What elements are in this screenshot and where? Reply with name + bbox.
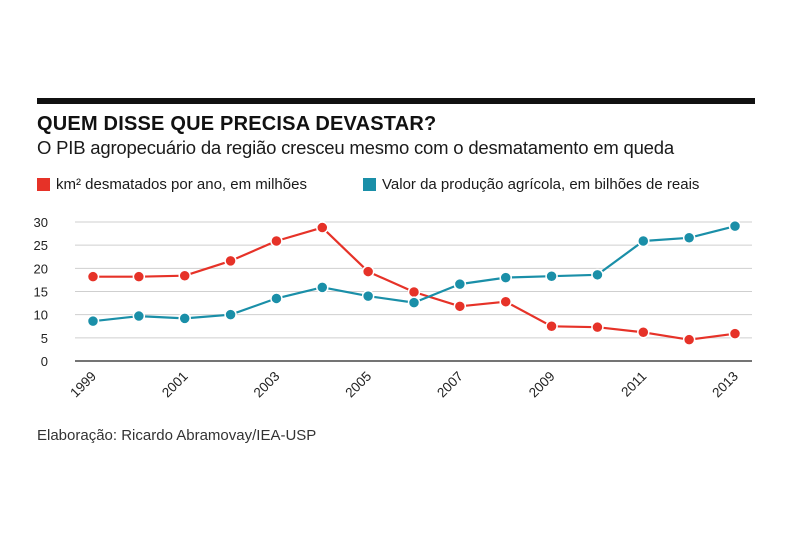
x-tick-label-2011: 2011 bbox=[618, 369, 649, 400]
deforestation-point-2005 bbox=[361, 265, 375, 278]
top-rule bbox=[37, 98, 755, 104]
deforestation-point-2010 bbox=[591, 320, 604, 334]
x-tick-label-2013: 2013 bbox=[709, 369, 741, 401]
legend-item-deforestation: km² desmatados por ano, em milhões bbox=[37, 176, 307, 193]
deforestation-point-2009 bbox=[545, 320, 558, 333]
x-tick-label-2001: 2001 bbox=[159, 369, 191, 401]
chart-title: QUEM DISSE QUE PRECISA DEVASTAR? bbox=[37, 113, 437, 135]
agri-production-point-2001 bbox=[178, 312, 191, 325]
agri-production-point-2005 bbox=[361, 289, 375, 303]
y-tick-label-15: 15 bbox=[34, 285, 48, 300]
x-tick-label-2009: 2009 bbox=[526, 369, 558, 401]
deforestation-point-1999 bbox=[86, 270, 100, 283]
agri-production-point-2004 bbox=[316, 281, 329, 294]
x-tick-label-1999: 1999 bbox=[67, 369, 99, 401]
deforestation-point-2008 bbox=[499, 295, 512, 308]
y-tick-label-30: 30 bbox=[34, 215, 48, 230]
y-tick-label-25: 25 bbox=[34, 238, 48, 253]
legend-label-agri-production: Valor da produção agrícola, em bilhões d… bbox=[382, 176, 700, 193]
agri-production-point-2003 bbox=[270, 292, 283, 305]
chart-area: 0 5 10 15 20 25 30 1999 2001 2003 2005 2007 2009 2011… bbox=[0, 200, 800, 420]
deforestation-point-2000 bbox=[132, 270, 146, 283]
y-tick-label-5: 5 bbox=[41, 331, 48, 346]
y-tick-label-10: 10 bbox=[34, 308, 48, 323]
agri-production-point-2009 bbox=[545, 269, 558, 283]
deforestation-point-2011 bbox=[637, 326, 650, 339]
agri-production-point-2012 bbox=[682, 231, 696, 245]
legend-swatch-red bbox=[37, 178, 50, 191]
legend-label-deforestation: km² desmatados por ano, em milhões bbox=[56, 176, 307, 193]
agri-production-point-1999 bbox=[86, 314, 100, 328]
y-tick-label-20: 20 bbox=[34, 261, 48, 276]
x-tick-label-2005: 2005 bbox=[342, 369, 374, 401]
deforestation-point-2013 bbox=[728, 327, 742, 340]
agri-production-point-2006 bbox=[407, 296, 421, 309]
agri-production-point-2000 bbox=[132, 309, 146, 323]
deforestation-point-2002 bbox=[224, 254, 237, 268]
credit-line: Elaboração: Ricardo Abramovay/IEA-USP bbox=[37, 427, 317, 444]
chart-subtitle: O PIB agropecuário da região cresceu mes… bbox=[37, 137, 674, 158]
agri-production-point-2008 bbox=[499, 271, 512, 284]
agri-production-point-2011 bbox=[637, 234, 650, 248]
deforestation-point-2001 bbox=[178, 269, 191, 282]
deforestation-point-2007 bbox=[453, 300, 467, 313]
agri-production-point-2010 bbox=[591, 268, 604, 282]
agri-production-point-2002 bbox=[224, 308, 237, 321]
y-tick-label-0: 0 bbox=[41, 354, 48, 369]
x-tick-label-2003: 2003 bbox=[251, 369, 283, 401]
legend-swatch-blue bbox=[363, 178, 376, 191]
x-tick-label-2007: 2007 bbox=[434, 369, 466, 401]
line-chart: 0 5 10 15 20 25 30 1999 2001 2003 2005 2007 2009 2011… bbox=[34, 215, 752, 401]
deforestation-point-2003 bbox=[270, 234, 283, 248]
agri-production-point-2013 bbox=[728, 219, 742, 233]
deforestation-point-2006 bbox=[407, 285, 421, 299]
agri-production-point-2007 bbox=[453, 277, 467, 291]
deforestation-point-2004 bbox=[316, 221, 329, 234]
legend-item-agri-production: Valor da produção agrícola, em bilhões d… bbox=[363, 176, 699, 193]
deforestation-point-2012 bbox=[682, 333, 696, 346]
